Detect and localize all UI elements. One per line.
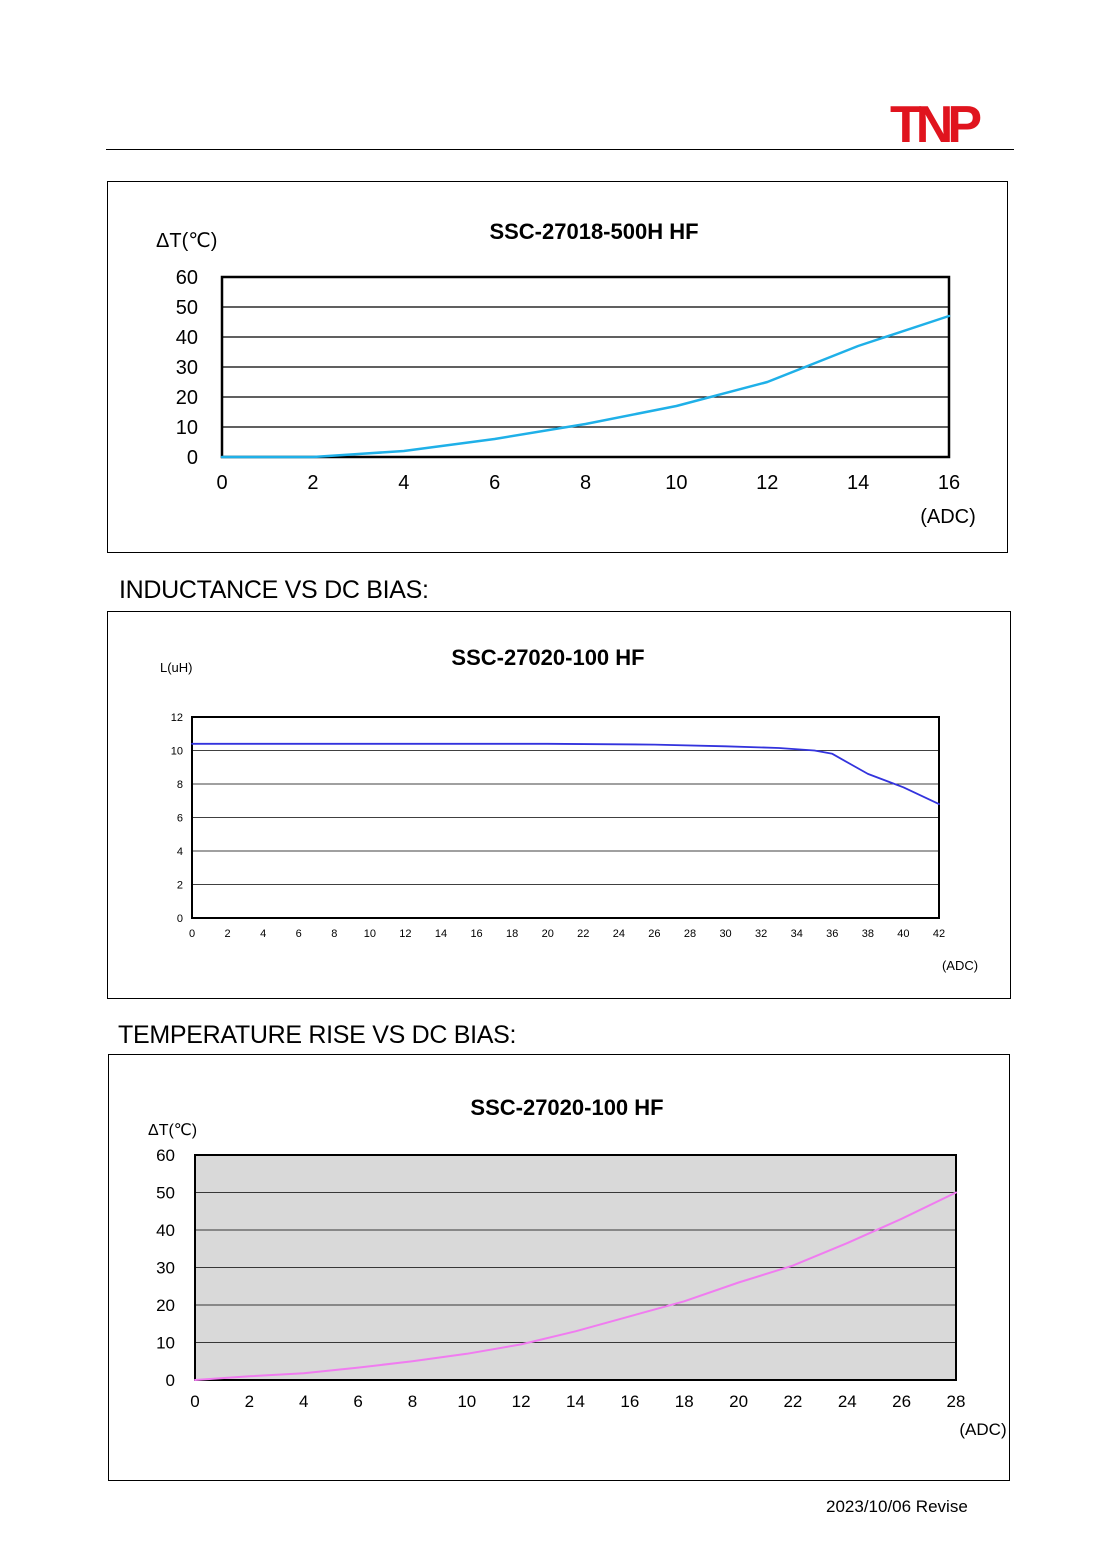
y-tick-label: 40 xyxy=(176,327,198,349)
series-line xyxy=(194,1191,957,1381)
y-tick-label: 60 xyxy=(156,1146,175,1165)
x-tick-label: 26 xyxy=(892,1392,911,1411)
x-tick-label: 0 xyxy=(189,928,195,940)
y-tick-label: 10 xyxy=(156,1334,175,1353)
y-tick-label: 12 xyxy=(171,712,183,724)
y-axis-label: ΔT(℃) xyxy=(148,1122,197,1139)
y-tick-label: 30 xyxy=(176,357,198,379)
y-axis-label: ΔT(℃) xyxy=(156,230,217,252)
revision-date: 2023/10/06 Revise xyxy=(826,1497,968,1516)
plot-frame xyxy=(191,716,940,919)
section-heading-inductance: INDUCTANCE VS DC BIAS: xyxy=(119,576,429,604)
plot-frame xyxy=(220,275,951,459)
x-tick-label: 24 xyxy=(613,928,625,940)
x-tick-label: 6 xyxy=(296,928,302,940)
x-tick-label: 8 xyxy=(408,1392,417,1411)
y-tick-label: 50 xyxy=(176,297,198,319)
y-tick-label: 4 xyxy=(177,846,183,858)
x-tick-label: 0 xyxy=(216,472,227,494)
header-rule xyxy=(106,149,1014,150)
y-tick-label: 40 xyxy=(156,1221,175,1240)
y-tick-label: 20 xyxy=(156,1296,175,1315)
x-tick-label: 2 xyxy=(245,1392,254,1411)
x-tick-label: 22 xyxy=(783,1392,802,1411)
tnp-logo: TNP xyxy=(890,98,986,146)
x-tick-label: 14 xyxy=(566,1392,585,1411)
x-tick-label: 10 xyxy=(364,928,376,940)
x-tick-label: 4 xyxy=(260,928,266,940)
y-tick-label: 60 xyxy=(176,267,198,289)
series-line xyxy=(191,742,940,806)
y-tick-label: 0 xyxy=(187,447,198,469)
x-tick-label: 14 xyxy=(435,928,447,940)
chart-temperature-rise-1: 0 10 20 30 40 50 60 0 2 4 6 8 10 12 14 16 SSC-27018-500H… xyxy=(107,181,1008,553)
x-tick-label: 6 xyxy=(489,472,500,494)
chart-title: SSC-27020-100 HF xyxy=(470,1095,663,1120)
x-tick-label: 28 xyxy=(947,1392,966,1411)
x-tick-label: 34 xyxy=(791,928,803,940)
x-tick-label: 36 xyxy=(826,928,838,940)
x-tick-label: 8 xyxy=(331,928,337,940)
x-tick-label: 40 xyxy=(897,928,909,940)
x-tick-label: 10 xyxy=(665,472,687,494)
x-tick-label: 26 xyxy=(648,928,660,940)
x-tick-label: 32 xyxy=(755,928,767,940)
x-tick-label: 22 xyxy=(577,928,589,940)
x-tick-label: 28 xyxy=(684,928,696,940)
x-tick-label: 20 xyxy=(542,928,554,940)
x-tick-label: 16 xyxy=(620,1392,639,1411)
chart-inductance: 0 2 4 6 8 10 12 0 2 4 6 8 10 12 14 16 18 20 22 24 26 28 30 32 34… xyxy=(107,611,1011,999)
x-tick-label: 20 xyxy=(729,1392,748,1411)
x-tick-label: 8 xyxy=(580,472,591,494)
x-tick-label: 12 xyxy=(756,472,778,494)
series-line xyxy=(220,314,951,459)
y-tick-label: 6 xyxy=(177,812,183,824)
x-tick-label: 4 xyxy=(398,472,409,494)
x-tick-label: 18 xyxy=(506,928,518,940)
plot-frame xyxy=(194,1154,957,1381)
x-axis-label: (ADC) xyxy=(942,958,978,973)
x-tick-label: 10 xyxy=(457,1392,476,1411)
y-tick-label: 30 xyxy=(156,1259,175,1278)
chart-title: SSC-27018-500H HF xyxy=(489,219,698,244)
y-tick-label: 10 xyxy=(176,417,198,439)
y-tick-label: 10 xyxy=(171,745,183,757)
x-tick-label: 2 xyxy=(225,928,231,940)
x-tick-label: 16 xyxy=(470,928,482,940)
x-tick-label: 24 xyxy=(838,1392,857,1411)
x-tick-label: 18 xyxy=(675,1392,694,1411)
y-tick-label: 0 xyxy=(166,1371,175,1390)
x-tick-label: 42 xyxy=(933,928,945,940)
x-tick-label: 6 xyxy=(353,1392,362,1411)
x-tick-label: 2 xyxy=(307,472,318,494)
x-tick-label: 12 xyxy=(399,928,411,940)
y-tick-label: 8 xyxy=(177,779,183,791)
x-tick-label: 14 xyxy=(847,472,869,494)
x-tick-label: 16 xyxy=(938,472,960,494)
chart-temperature-rise-2: 0 10 20 30 40 50 60 0 2 4 6 8 10 12 14 16 18 20 22 24 26 28 SS… xyxy=(108,1054,1010,1481)
y-tick-label: 20 xyxy=(176,387,198,409)
x-tick-label: 4 xyxy=(299,1392,308,1411)
x-axis-label: (ADC) xyxy=(959,1420,1006,1439)
y-tick-label: 2 xyxy=(177,879,183,891)
x-axis-label: (ADC) xyxy=(920,506,976,528)
y-axis-label: L(uH) xyxy=(160,660,193,675)
section-heading-temperature: TEMPERATURE RISE VS DC BIAS: xyxy=(118,1021,517,1049)
x-tick-label: 38 xyxy=(862,928,874,940)
chart-title: SSC-27020-100 HF xyxy=(451,645,644,670)
logo-text: TNP xyxy=(890,98,980,146)
x-tick-label: 30 xyxy=(719,928,731,940)
y-tick-label: 50 xyxy=(156,1184,175,1203)
x-tick-label: 0 xyxy=(190,1392,199,1411)
y-tick-label: 0 xyxy=(177,913,183,925)
x-tick-label: 12 xyxy=(512,1392,531,1411)
chart-svg-1: 0 10 20 30 40 50 60 0 2 4 6 8 10 12 14 16 SSC-27018-500H… xyxy=(156,219,976,528)
